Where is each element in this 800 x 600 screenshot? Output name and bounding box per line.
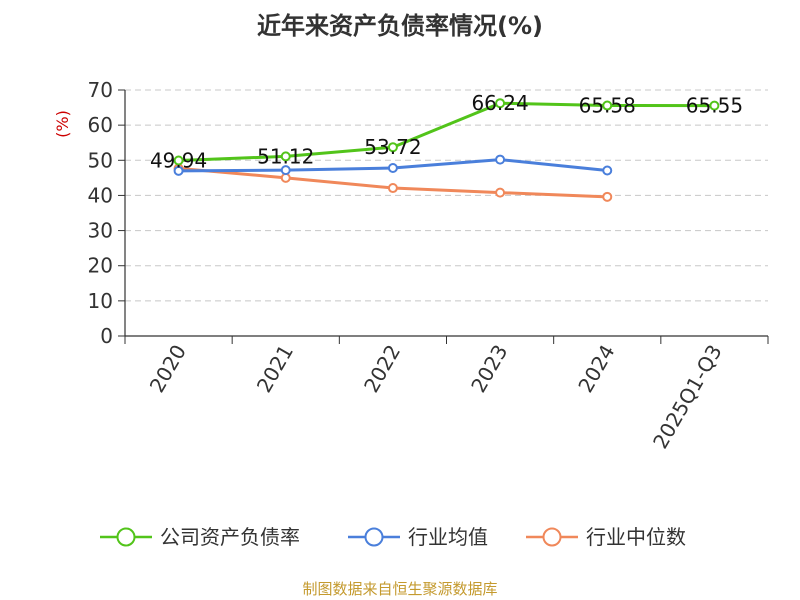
data-point — [602, 100, 613, 111]
data-label: 65.58 — [579, 94, 636, 118]
data-point — [495, 98, 506, 109]
data-point — [387, 142, 398, 153]
data-label: 66.24 — [471, 91, 528, 115]
y-tick-label: 20 — [88, 254, 113, 278]
data-point — [173, 155, 184, 166]
data-label: 65.55 — [686, 94, 743, 118]
data-point — [602, 191, 613, 202]
legend-label: 公司资产负债率 — [160, 525, 300, 549]
y-tick-label: 60 — [88, 113, 113, 137]
data-point — [709, 100, 720, 111]
data-point — [495, 187, 506, 198]
y-tick-label: 10 — [88, 289, 113, 313]
x-tick-label: 2020 — [145, 341, 191, 397]
data-label: 53.72 — [364, 135, 421, 159]
x-tick-label: 2023 — [466, 341, 512, 397]
legend-marker — [542, 527, 562, 547]
y-tick-label: 70 — [88, 78, 113, 102]
data-point — [280, 151, 291, 162]
legend-label: 行业均值 — [408, 525, 488, 549]
data-point — [495, 154, 506, 165]
y-tick-label: 40 — [88, 183, 113, 207]
data-point — [280, 165, 291, 176]
y-tick-label: 30 — [88, 219, 113, 243]
data-label: 49.94 — [150, 148, 207, 172]
chart-title: 近年来资产负债率情况(%) — [257, 12, 543, 40]
data-source: 制图数据来自恒生聚源数据库 — [302, 580, 498, 598]
x-tick-label: 2024 — [573, 341, 619, 397]
data-point — [387, 183, 398, 194]
series-line — [178, 101, 715, 162]
legend-marker — [116, 527, 136, 547]
x-tick-label: 2025Q1-Q3 — [648, 341, 727, 453]
x-tick-label: 2022 — [359, 341, 405, 397]
data-point — [602, 165, 613, 176]
y-axis-label: (%) — [53, 110, 72, 138]
legend-marker — [364, 527, 384, 547]
x-tick-label: 2021 — [252, 341, 298, 397]
legend-label: 行业中位数 — [586, 525, 686, 549]
data-point — [173, 165, 184, 176]
data-point — [387, 163, 398, 174]
y-tick-label: 50 — [88, 148, 113, 172]
y-tick-label: 0 — [100, 324, 113, 348]
data-label: 51.12 — [257, 144, 314, 168]
